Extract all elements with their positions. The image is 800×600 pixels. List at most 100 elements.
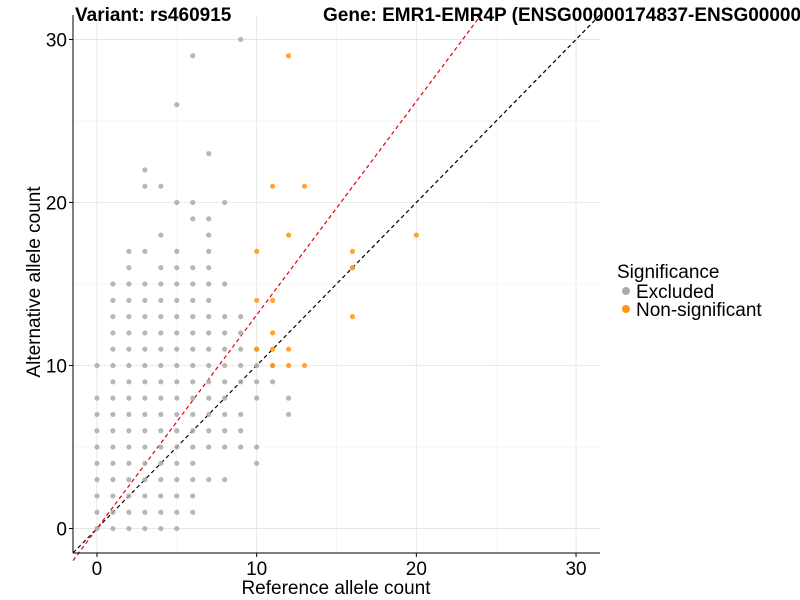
data-point-excluded [110, 297, 116, 303]
data-point-excluded [94, 477, 100, 483]
data-point-excluded [206, 330, 212, 336]
data-point-excluded [110, 362, 116, 369]
data-point-excluded [174, 509, 180, 515]
data-point-excluded [270, 379, 276, 385]
data-point-excluded [126, 346, 132, 352]
data-point-excluded [94, 362, 100, 369]
data-point-non-significant [349, 265, 356, 271]
data-point-excluded [222, 314, 228, 320]
data-point-excluded [126, 330, 132, 336]
data-point-excluded [126, 362, 132, 369]
data-point-excluded [222, 330, 228, 336]
data-point-excluded [206, 411, 212, 418]
data-point-non-significant [270, 183, 276, 189]
data-point-excluded [190, 330, 196, 336]
data-point-excluded [206, 297, 212, 303]
data-point-excluded [238, 444, 244, 450]
variant-title: Variant: rs460915 [75, 5, 232, 26]
data-point-excluded [174, 281, 180, 287]
x-tick-label: 20 [406, 559, 427, 580]
data-point-excluded [142, 281, 148, 287]
data-point-non-significant [254, 297, 260, 303]
data-point-excluded [110, 314, 116, 320]
x-tick-label: 10 [246, 559, 267, 580]
y-tick-label: 0 [56, 520, 67, 541]
data-point-excluded [222, 346, 228, 352]
data-point-excluded [190, 477, 196, 483]
data-point-excluded [174, 330, 180, 336]
data-point-excluded [94, 444, 100, 450]
data-point-excluded [222, 428, 228, 434]
data-point-excluded [174, 199, 180, 206]
data-point-excluded [126, 444, 132, 450]
data-point-excluded [142, 460, 148, 466]
data-point-non-significant [285, 362, 292, 369]
data-point-excluded [110, 346, 116, 352]
data-point-excluded [206, 395, 212, 401]
data-point-excluded [190, 379, 196, 385]
data-point-excluded [174, 102, 180, 108]
data-point-excluded [142, 167, 148, 173]
data-point-non-significant [270, 346, 276, 352]
legend-swatch-excluded [622, 287, 630, 295]
data-point-excluded [142, 314, 148, 320]
data-point-excluded [142, 411, 148, 418]
data-point-excluded [222, 379, 228, 385]
data-point-excluded [142, 477, 148, 483]
data-point-excluded [142, 525, 148, 532]
data-point-excluded [190, 281, 196, 287]
data-point-excluded [110, 428, 116, 434]
data-point-excluded [126, 379, 132, 385]
data-point-excluded [190, 428, 196, 434]
y-tick-label: 30 [46, 30, 67, 51]
y-tick-label: 20 [46, 193, 67, 214]
data-points [94, 36, 419, 532]
axes [72, 15, 600, 554]
data-point-excluded [158, 477, 164, 483]
data-point-excluded [190, 395, 196, 401]
data-point-excluded [206, 232, 212, 238]
data-point-excluded [190, 362, 196, 369]
data-point-excluded [158, 232, 164, 238]
data-point-excluded [190, 265, 196, 271]
data-point-excluded [206, 379, 212, 385]
data-point-excluded [254, 460, 260, 466]
data-point-non-significant [285, 53, 292, 59]
data-point-excluded [158, 411, 164, 418]
data-point-excluded [110, 509, 116, 515]
data-point-non-significant [301, 362, 308, 369]
data-point-excluded [190, 199, 196, 206]
data-point-excluded [174, 460, 180, 466]
data-point-excluded [126, 265, 132, 271]
data-point-excluded [158, 297, 164, 303]
data-point-excluded [158, 265, 164, 271]
x-tick-label: 0 [92, 559, 103, 580]
data-point-non-significant [285, 346, 292, 352]
data-point-excluded [174, 379, 180, 385]
data-point-excluded [158, 281, 164, 287]
data-point-excluded [174, 411, 180, 418]
data-point-excluded [254, 444, 260, 450]
data-point-excluded [158, 330, 164, 336]
data-point-excluded [142, 183, 148, 189]
data-point-excluded [254, 362, 260, 369]
data-point-excluded [174, 297, 180, 303]
data-point-non-significant [270, 330, 276, 336]
data-point-non-significant [301, 183, 308, 189]
data-point-excluded [126, 428, 132, 434]
data-point-excluded [142, 346, 148, 352]
data-point-excluded [222, 281, 228, 287]
data-point-excluded [142, 248, 148, 254]
data-point-excluded [238, 428, 244, 434]
data-point-excluded [126, 525, 132, 532]
data-point-excluded [110, 395, 116, 401]
data-point-excluded [142, 362, 148, 369]
data-point-excluded [158, 509, 164, 515]
data-point-excluded [110, 525, 116, 532]
data-point-excluded [126, 297, 132, 303]
data-point-excluded [222, 411, 228, 418]
data-point-excluded [158, 460, 164, 466]
data-point-excluded [190, 460, 196, 466]
data-point-excluded [222, 477, 228, 483]
